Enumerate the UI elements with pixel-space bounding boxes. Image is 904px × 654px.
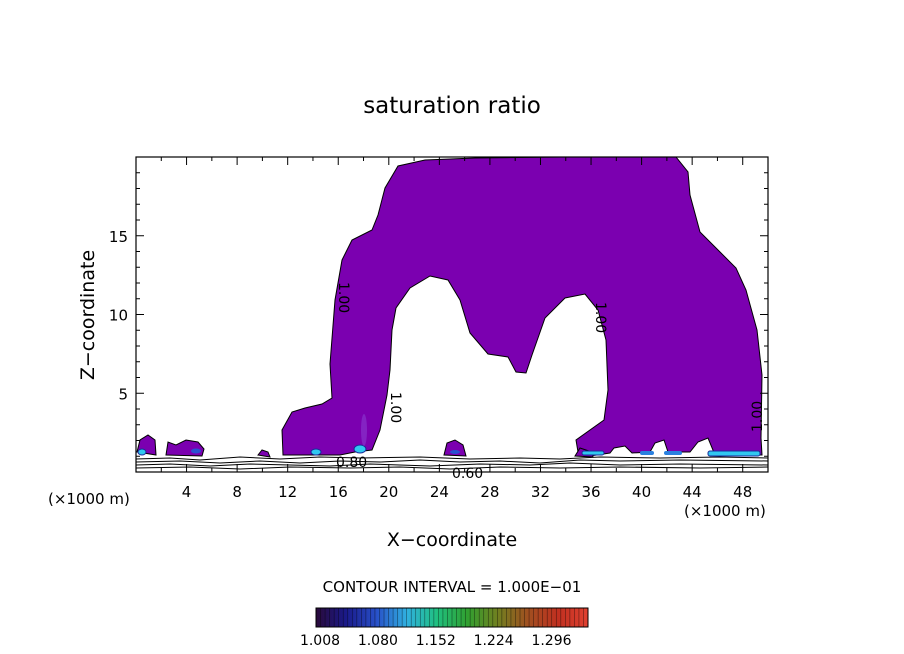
pocket	[640, 451, 654, 455]
contour-label: 1.00	[387, 392, 403, 423]
pocket	[664, 451, 682, 455]
pocket	[137, 448, 147, 456]
contour-label: 0.60	[452, 466, 483, 482]
main-cloud-fill	[281, 157, 763, 457]
pocket	[191, 448, 201, 454]
x-tick-label: 20	[379, 483, 398, 501]
x-axis-ticks: 4 8 12 16 20 24 28 32 36 40 44 48	[160, 157, 752, 501]
y-tick-label: 10	[109, 307, 128, 325]
x-axis-label: X−coordinate	[387, 529, 517, 551]
x-tick-label: 48	[733, 483, 752, 501]
x-tick-label: 12	[278, 483, 297, 501]
x-tick-label: 24	[430, 483, 449, 501]
contour-label: 1.00	[750, 401, 766, 432]
contour-interval-text: CONTOUR INTERVAL = 1.000E−01	[323, 578, 582, 596]
colorbar-tick-label: 1.224	[474, 633, 514, 649]
cloud-fill-left-small-3	[257, 449, 271, 458]
y-axis-ticks: 5 10 15	[109, 172, 768, 457]
contour-label: 0.80	[336, 455, 367, 471]
colorbar-tick-label: 1.152	[416, 633, 456, 649]
x-tick-label: 4	[182, 483, 192, 501]
x-tick-label: 28	[480, 483, 499, 501]
contour-labels: 1.00 1.00 1.00 1.00 0.80 0.60	[335, 282, 766, 482]
cloud-fill-mid-small	[443, 439, 467, 457]
supersaturation-region	[136, 157, 763, 458]
x-tick-label: 36	[581, 483, 600, 501]
pocket	[707, 450, 761, 457]
pocket	[581, 450, 605, 456]
pocket	[361, 414, 367, 446]
colorbar-divisions	[320, 608, 584, 627]
x-tick-label: 44	[683, 483, 702, 501]
pocket	[353, 444, 367, 454]
colorbar: 1.008 1.080 1.152 1.224 1.296	[300, 607, 589, 649]
x-unit-left: (×1000 m)	[48, 490, 130, 508]
cloud-fill-left-small-2	[165, 439, 205, 457]
pocket	[450, 450, 460, 454]
chart-title: saturation ratio	[363, 93, 541, 119]
colorbar-tick-labels: 1.008 1.080 1.152 1.224 1.296	[300, 633, 572, 649]
colorbar-tick-label: 1.296	[531, 633, 571, 649]
low-level-contours	[136, 456, 768, 470]
x-tick-label: 8	[232, 483, 242, 501]
y-axis-label: Z−coordinate	[77, 250, 99, 380]
x-tick-label: 16	[329, 483, 348, 501]
x-tick-label: 40	[632, 483, 651, 501]
colorbar-tick-label: 1.080	[358, 633, 398, 649]
pocket	[310, 448, 322, 456]
contour-label: 1.00	[592, 302, 608, 333]
y-tick-label: 5	[118, 385, 128, 403]
x-tick-label: 32	[531, 483, 550, 501]
contour-label: 1.00	[335, 282, 351, 313]
colorbar-tick-label: 1.008	[300, 633, 340, 649]
high-saturation-pockets	[137, 414, 761, 457]
x-unit-right: (×1000 m)	[684, 502, 766, 520]
y-tick-label: 15	[109, 228, 128, 246]
